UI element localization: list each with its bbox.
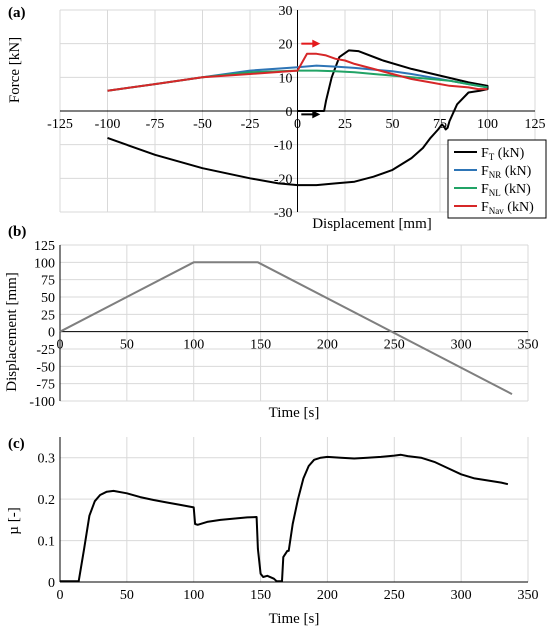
- series-line-0: [107, 49, 489, 187]
- panel-a-legend: FT (kN) FNR (kN) FNL (kN) FNav (kN): [447, 139, 547, 219]
- panel-b-axes: [59, 245, 528, 401]
- y-tick-label: 0: [48, 576, 55, 591]
- panel-a-series: [107, 39, 489, 187]
- x-tick-label: 75: [433, 117, 447, 132]
- y-tick-label: -25: [36, 343, 55, 358]
- legend-label-ft: FT (kN): [481, 146, 525, 162]
- y-tick-label: 0.3: [38, 452, 56, 467]
- panel-c-series: [60, 453, 509, 583]
- panel-a-x-axis-title: Displacement [mm]: [312, 216, 432, 232]
- x-tick-label: 200: [317, 588, 338, 603]
- panel-a-label: (a): [8, 5, 26, 21]
- legend-item-ft: FT (kN): [454, 146, 525, 162]
- panel-c-y-axis-title: µ [-]: [6, 507, 22, 534]
- y-tick-label: 0.2: [38, 493, 56, 508]
- panel-a-tick-labels: -125 -100 -75 -50 -25 0 25 50 75 100 125-30-20-100…: [47, 4, 545, 221]
- x-tick-label: 0: [294, 117, 301, 132]
- x-tick-label: 350: [518, 588, 539, 603]
- y-tick-label: -50: [36, 360, 55, 375]
- y-tick-label: 0: [286, 105, 293, 120]
- y-tick-label: 0: [48, 326, 55, 341]
- x-tick-label: 150: [250, 338, 271, 353]
- x-tick-label: 0: [57, 338, 64, 353]
- y-tick-label: -75: [36, 378, 55, 393]
- x-tick-label: 25: [338, 117, 352, 132]
- panel-c-label: (c): [8, 436, 25, 452]
- y-tick-label: 50: [41, 291, 55, 306]
- panel-c-tick-labels: 0 50 100 150 200 250 300 350 0 0.1 0.2 0.3: [38, 452, 539, 603]
- legend-label-fnr: FNR (kN): [481, 164, 532, 180]
- y-tick-label: 75: [41, 274, 55, 289]
- panel-c-friction-time-chart: (c) 0 50 100 150 200 250 300 350 0 0.1 0.2 0.3 Time…: [6, 436, 539, 627]
- legend-label-fnav: FNav (kN): [481, 200, 534, 216]
- x-tick-label: -100: [95, 117, 121, 132]
- x-tick-label: 300: [451, 588, 472, 603]
- legend-item-fnl: FNL (kN): [454, 182, 531, 198]
- panel-a-force-displacement-chart: (a) -125 -100 -75 -50 -25 0 25 50 75 100 125-30-20…: [7, 4, 547, 232]
- y-tick-label: 0.1: [38, 535, 56, 550]
- x-tick-label: -75: [146, 117, 165, 132]
- panel-b-x-axis-title: Time [s]: [269, 405, 320, 421]
- x-tick-label: 250: [384, 338, 405, 353]
- x-tick-label: 50: [120, 588, 134, 603]
- x-tick-label: 200: [317, 338, 338, 353]
- panel-b-label: (b): [8, 224, 26, 240]
- panel-b-displacement-time-chart: (b) 0 50 100 150 200 250 300 350-100-75-50-2502…: [4, 224, 539, 421]
- x-tick-label: 100: [183, 588, 204, 603]
- panel-c-x-axis-title: Time [s]: [269, 611, 320, 627]
- y-tick-label: 25: [41, 308, 55, 323]
- panel-b-tick-labels: 0 50 100 150 200 250 300 350-100-75-50-25025507…: [29, 239, 538, 410]
- annotation-arrow-head-0: [312, 39, 321, 48]
- legend-item-fnr: FNR (kN): [454, 164, 532, 180]
- series-line-3: [107, 52, 488, 92]
- x-tick-label: 300: [451, 338, 472, 353]
- x-tick-label: 150: [250, 588, 271, 603]
- series-line-0: [59, 261, 513, 395]
- annotation-arrow-head-1: [312, 110, 321, 119]
- x-tick-label: 350: [518, 338, 539, 353]
- y-tick-label: 30: [279, 4, 293, 19]
- series-line-0: [60, 453, 509, 583]
- x-tick-label: -125: [47, 117, 73, 132]
- panel-b-y-axis-title: Displacement [mm]: [4, 272, 20, 392]
- x-tick-label: -50: [193, 117, 212, 132]
- y-tick-label: -100: [29, 395, 55, 410]
- y-tick-label: 125: [34, 239, 55, 254]
- x-tick-label: 100: [477, 117, 498, 132]
- y-tick-label: 10: [279, 71, 293, 86]
- panel-a-y-axis-title: Force [kN]: [7, 37, 23, 103]
- legend-label-fnl: FNL (kN): [481, 182, 531, 198]
- x-tick-label: -25: [241, 117, 260, 132]
- y-tick-label: 100: [34, 256, 55, 271]
- x-tick-label: 50: [386, 117, 400, 132]
- x-tick-label: 125: [525, 117, 546, 132]
- y-tick-label: -10: [274, 139, 293, 154]
- x-tick-label: 100: [183, 338, 204, 353]
- x-tick-label: 250: [384, 588, 405, 603]
- legend-item-fnav: FNav (kN): [454, 200, 534, 216]
- y-tick-label: 20: [279, 38, 293, 53]
- y-tick-label: -20: [274, 172, 293, 187]
- x-tick-label: 50: [120, 338, 134, 353]
- x-tick-label: 0: [57, 588, 64, 603]
- panel-b-series: [59, 261, 513, 395]
- y-tick-label: -30: [274, 206, 293, 221]
- panel-c-axes: [59, 437, 528, 583]
